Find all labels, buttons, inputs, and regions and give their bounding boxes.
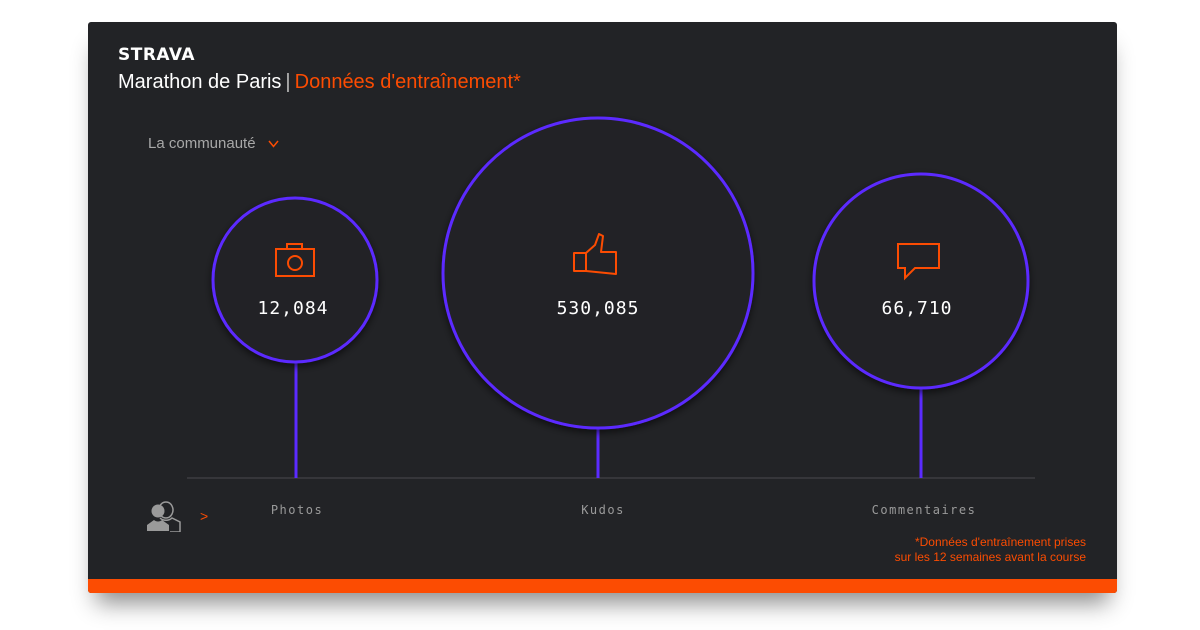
kudos-label: Kudos	[581, 503, 625, 517]
footnote-line-1: *Données d'entraînement prises	[914, 535, 1086, 549]
users-icon	[147, 501, 181, 532]
strava-logo: STRAVA	[118, 45, 196, 65]
dashboard-card: STRAVA Marathon de Paris | Données d'entra…	[88, 22, 1117, 593]
page-title: Marathon de Paris | Données d'entraînement…	[118, 71, 521, 94]
chevron-down-icon	[267, 136, 279, 151]
people-toggle-button[interactable]: >	[146, 500, 208, 532]
title-separator: |	[285, 71, 291, 93]
event-name: Marathon de Paris	[118, 71, 282, 93]
camera-icon	[275, 243, 315, 277]
metric-kudos	[441, 116, 755, 478]
metric-comments	[812, 172, 1030, 478]
chevron-right-icon: >	[200, 508, 209, 524]
bubble-comments	[812, 172, 1030, 390]
thumbs-up-icon	[573, 233, 617, 275]
bubble-visualization	[187, 116, 1035, 479]
footnote-line-2: sur les 12 semaines avant la course	[894, 550, 1086, 564]
comments-count: 66,710	[881, 298, 953, 319]
photos-count: 12,084	[257, 298, 329, 319]
title-subtitle: Données d'entraînement*	[294, 71, 521, 93]
accent-bar	[88, 579, 1117, 593]
community-dropdown[interactable]: La communauté	[148, 135, 279, 152]
kudos-count: 530,085	[556, 298, 640, 319]
photos-label: Photos	[270, 503, 324, 517]
metric-photos	[211, 196, 379, 478]
bubble-photos	[211, 196, 379, 364]
comments-label: Commentaires	[871, 503, 977, 517]
comment-icon	[897, 243, 940, 281]
footnote: *Données d'entraînement prises sur les 1…	[895, 535, 1086, 565]
dropdown-label: La communauté	[148, 135, 256, 152]
